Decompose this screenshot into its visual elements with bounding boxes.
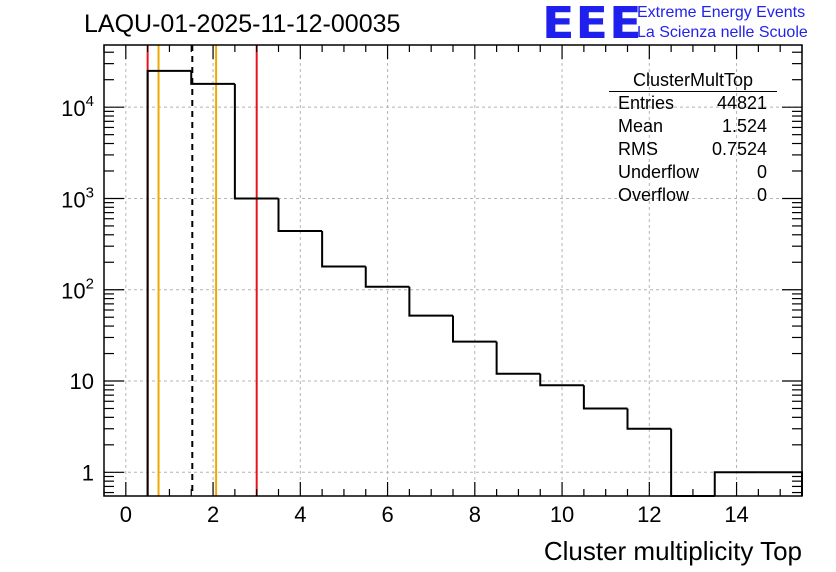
stats-row-rms: RMS 0.7524 [609, 138, 777, 161]
y-tick-base: 10 [61, 96, 85, 121]
stats-label: Overflow [618, 185, 690, 205]
stats-row-mean: Mean 1.524 [609, 115, 777, 138]
histogram-bin [233, 83, 279, 200]
stats-label: Entries [618, 93, 675, 113]
y-tick-base: 10 [61, 279, 85, 304]
histogram-bin [713, 471, 759, 496]
x-tick-label: 10 [550, 502, 574, 527]
histogram-bin [626, 408, 672, 430]
x-tick-label: 6 [381, 502, 393, 527]
histogram-bin [321, 231, 366, 268]
stats-label: Mean [618, 116, 664, 136]
histogram-bin [408, 286, 453, 317]
x-axis-label: Cluster multiplicity Top [543, 536, 802, 566]
stats-row-overflow: Overflow 0 [609, 184, 777, 207]
x-tick-label: 0 [120, 502, 132, 527]
y-tick-base: 10 [61, 187, 85, 212]
stats-value: 0 [756, 185, 767, 205]
eee-logo: EEE [542, 0, 643, 49]
x-tick-label: 14 [724, 502, 748, 527]
histogram-bin [146, 69, 192, 496]
stats-value: 44821 [716, 93, 767, 113]
stats-value: 0 [756, 162, 767, 182]
stats-box: ClusterMultTop Entries 44821 Mean 1.524 … [609, 70, 777, 207]
histogram-bin [670, 428, 715, 497]
x-tick-label: 8 [469, 502, 481, 527]
y-tick-label: 10 [70, 369, 94, 394]
histogram-bin [582, 385, 628, 410]
stats-value: 1.524 [721, 116, 767, 136]
histogram-bin [190, 70, 235, 85]
stats-value: 0.7524 [711, 139, 767, 159]
x-tick-label: 12 [637, 502, 661, 527]
chart-title: LAQU-01-2025-11-12-00035 [84, 10, 401, 38]
stats-label: Underflow [618, 162, 700, 182]
logo-tagline-2: La Scienza nelle Scuole [637, 24, 808, 41]
stats-title: ClusterMultTop [609, 70, 777, 92]
stats-row-underflow: Underflow 0 [609, 161, 777, 184]
x-tick-label: 4 [294, 502, 306, 527]
marker-lines-layer [146, 45, 258, 496]
histogram-bin [495, 341, 541, 375]
y-tick-exponent: 3 [86, 184, 94, 201]
y-tick-exponent: 2 [86, 276, 94, 293]
stats-row-entries: Entries 44821 [609, 92, 777, 115]
grid-layer [104, 45, 802, 496]
stats-label: RMS [618, 139, 658, 159]
histogram-bin [364, 266, 410, 288]
y-tick-exponent: 4 [86, 93, 94, 110]
y-tick-label: 1 [82, 460, 94, 485]
histogram-bin [452, 315, 497, 343]
x-tick-label: 2 [207, 502, 219, 527]
y-tick-label: 102 [61, 276, 94, 304]
logo-tagline-1: Extreme Energy Events [637, 4, 806, 21]
y-tick-label: 104 [61, 93, 94, 121]
histogram-bin [277, 198, 323, 233]
y-tick-label: 103 [61, 184, 94, 212]
histogram-bin [539, 373, 584, 387]
